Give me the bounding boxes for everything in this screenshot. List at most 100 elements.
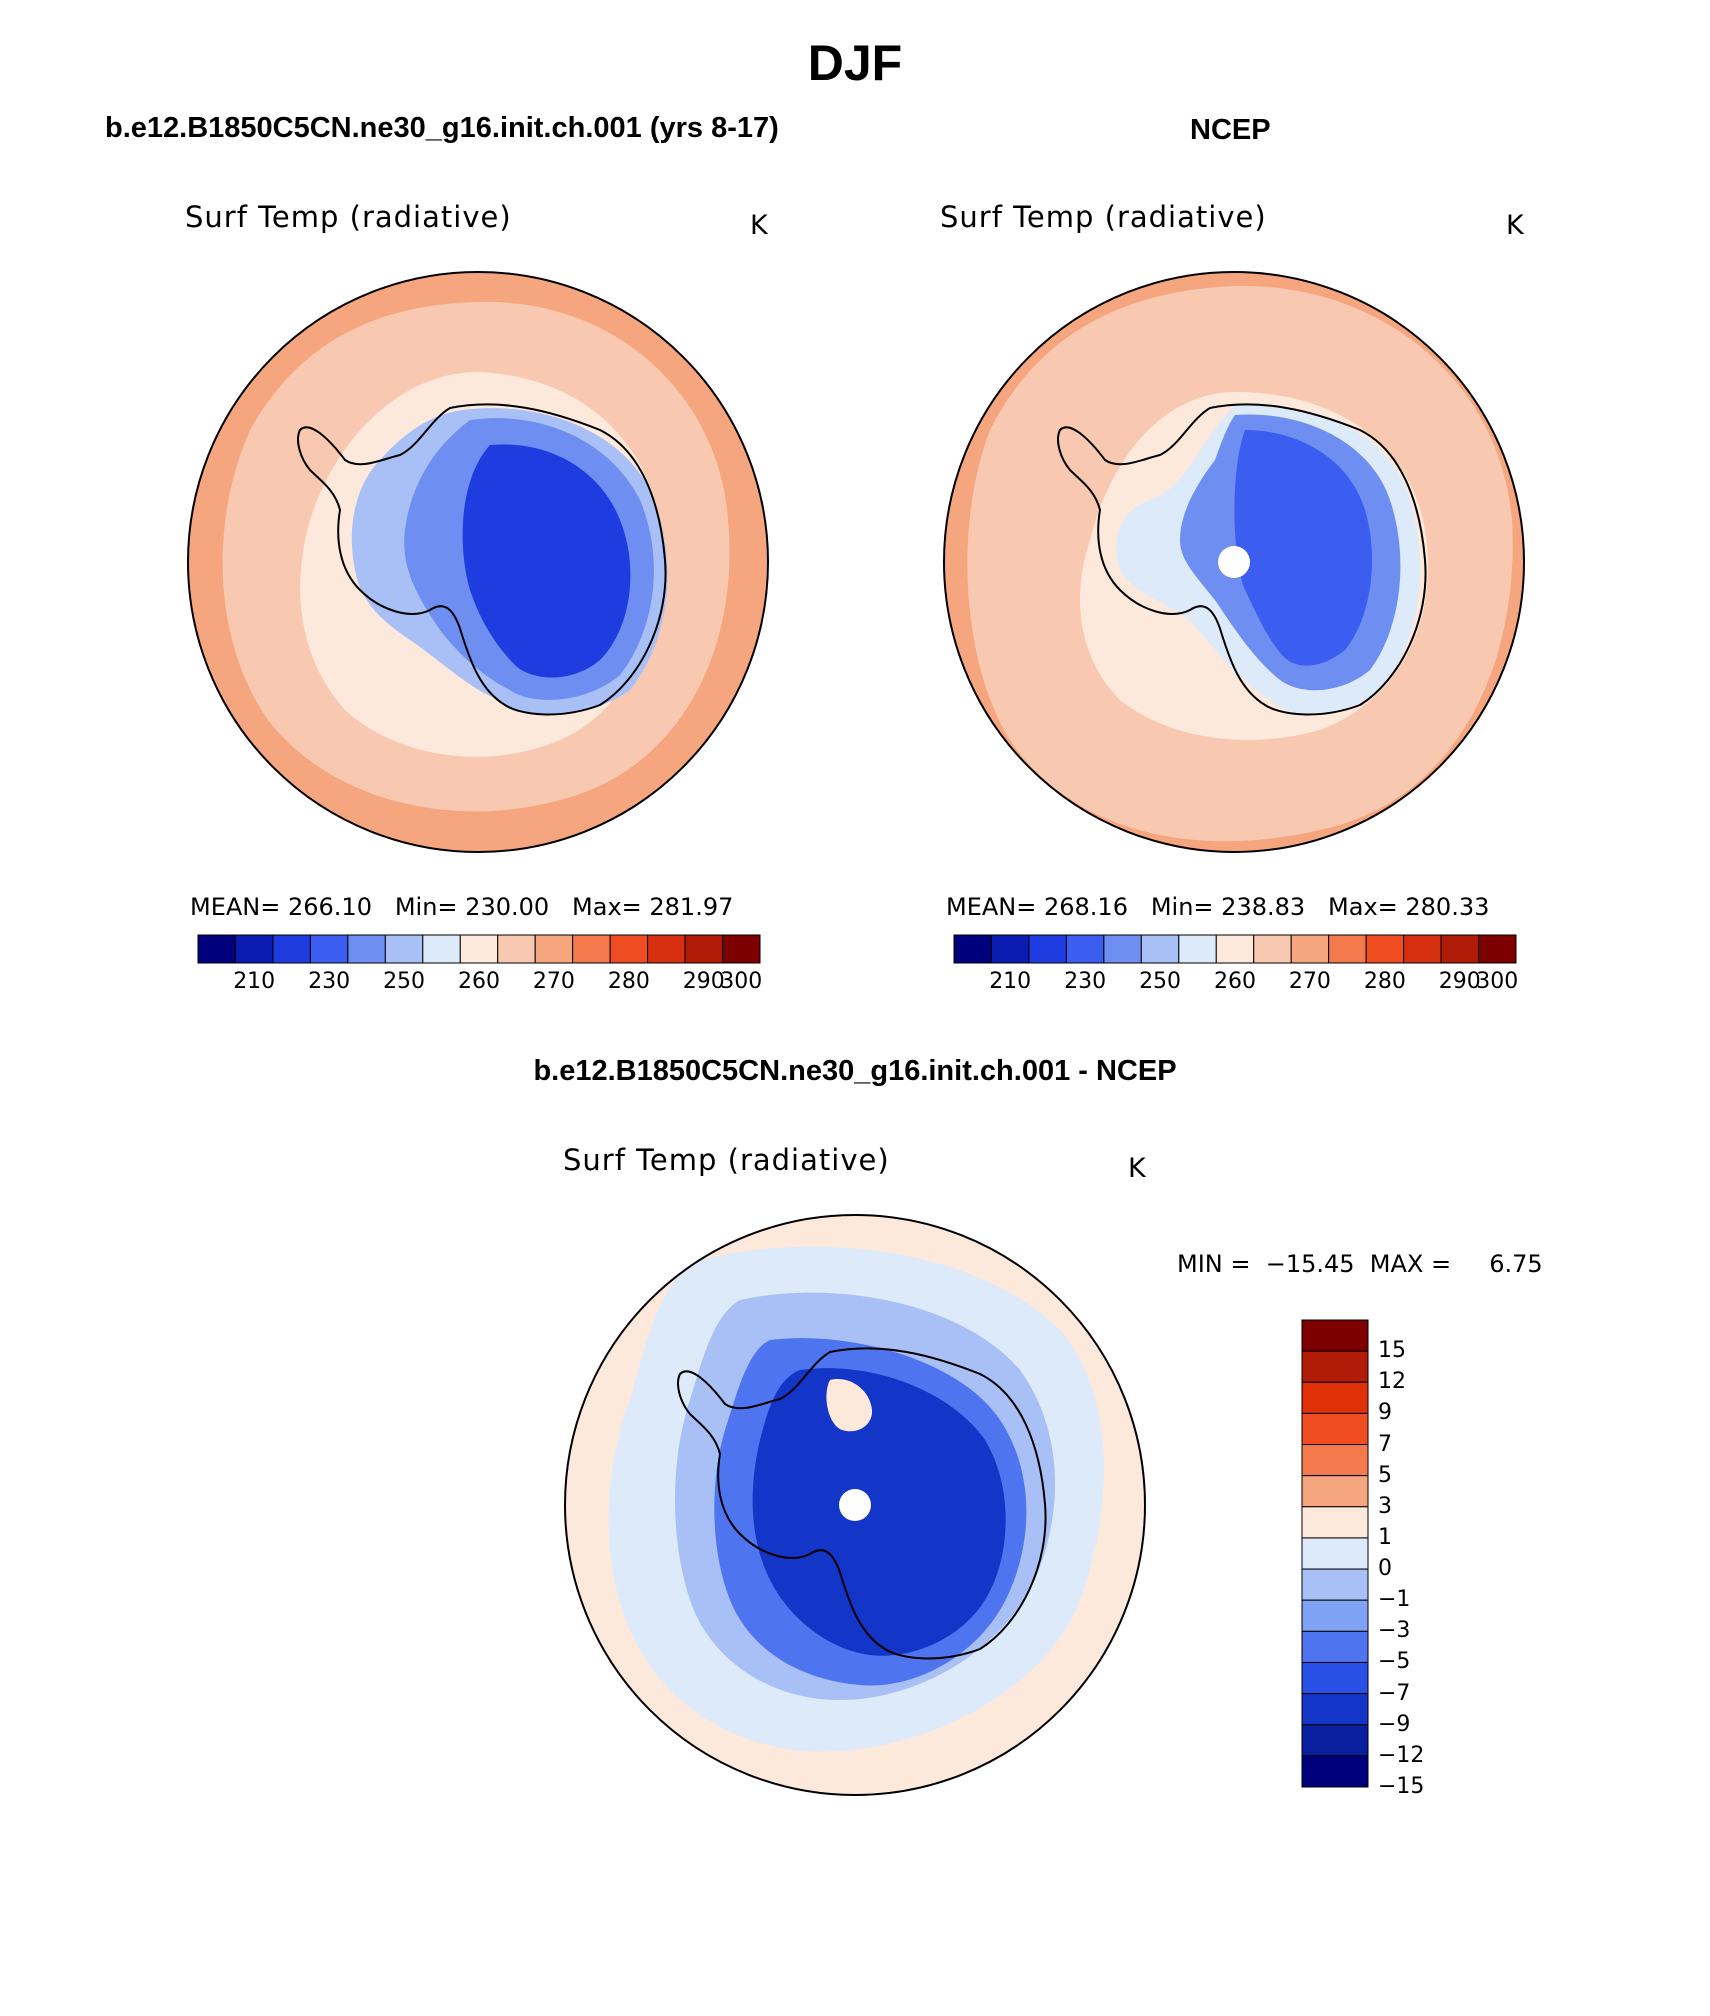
colorbar-swatch	[953, 934, 992, 964]
diff-map	[564, 1214, 1146, 1796]
diff-panel-title: b.e12.B1850C5CN.ne30_g16.init.ch.001 - N…	[533, 1055, 1177, 1087]
colorbar-tick-label: 0	[1378, 1556, 1392, 1582]
colorbar-swatch	[572, 934, 611, 964]
colorbar-swatch	[384, 934, 424, 964]
colorbar-swatch	[1301, 1630, 1369, 1663]
case-field-label: Surf Temp (radiative)	[185, 200, 512, 234]
colorbar-swatch	[1301, 1724, 1369, 1757]
case-units-label: K	[750, 210, 768, 241]
obs-map	[943, 271, 1525, 853]
obs-panel-title: NCEP	[1190, 114, 1271, 146]
colorbar-swatch	[647, 934, 686, 964]
colorbar-tick-label: −1	[1378, 1587, 1411, 1613]
colorbar-tick-label: 290	[1438, 969, 1481, 994]
obs-units-label: K	[1506, 210, 1524, 241]
colorbar-tick-label: 7	[1378, 1431, 1392, 1457]
colorbar-swatch	[1103, 934, 1142, 964]
diff-colorbar	[1301, 1319, 1369, 1788]
colorbar-tick-label: 270	[532, 969, 575, 994]
colorbar-swatch	[1215, 934, 1255, 964]
colorbar-tick-label: 1	[1378, 1524, 1392, 1550]
colorbar-swatch	[1328, 934, 1367, 964]
colorbar-tick-label: −3	[1378, 1618, 1411, 1644]
colorbar-swatch	[1065, 934, 1105, 964]
colorbar-swatch	[1440, 934, 1480, 964]
colorbar-swatch	[309, 934, 349, 964]
obs-field-label: Surf Temp (radiative)	[940, 200, 1267, 234]
colorbar-tick-label: 3	[1378, 1493, 1392, 1519]
colorbar-swatch	[609, 934, 649, 964]
obs-coastline	[1057, 403, 1427, 716]
diff-pole-hole	[839, 1489, 871, 1521]
obs-pole-hole	[1218, 546, 1250, 578]
colorbar-tick-label: 230	[308, 969, 351, 994]
diff-map-border	[564, 1214, 1146, 1796]
colorbar-tick-label: 210	[989, 969, 1032, 994]
case-stats: MEAN= 266.10 Min= 230.00 Max= 281.97	[190, 893, 734, 921]
colorbar-tick-label: 250	[383, 969, 426, 994]
colorbar-swatch	[1301, 1693, 1369, 1726]
colorbar-swatch	[534, 934, 574, 964]
colorbar-tick-label: −9	[1378, 1711, 1411, 1737]
colorbar-swatch	[422, 934, 461, 964]
colorbar-tick-label: 300	[720, 969, 763, 994]
colorbar-swatch	[722, 934, 761, 964]
colorbar-tick-label: 210	[233, 969, 276, 994]
colorbar-swatch	[459, 934, 499, 964]
colorbar-tick-label: −5	[1378, 1649, 1411, 1675]
colorbar-tick-label: 260	[1214, 969, 1256, 994]
diff-peninsula-warm	[826, 1379, 873, 1432]
colorbar-swatch	[197, 934, 236, 964]
colorbar-swatch	[1140, 934, 1180, 964]
colorbar-swatch	[1301, 1506, 1369, 1539]
obs-interior-core	[1234, 430, 1373, 666]
diff-field-label: Surf Temp (radiative)	[563, 1143, 890, 1177]
colorbar-tick-label: 280	[1363, 969, 1406, 994]
colorbar-tick-label: 270	[1288, 969, 1331, 994]
colorbar-swatch	[1301, 1755, 1369, 1788]
main-title: DJF	[807, 35, 903, 91]
colorbar-tick-label: 12	[1378, 1369, 1406, 1395]
diff-units-label: K	[1128, 1153, 1146, 1184]
colorbar-tick-label: 250	[1139, 969, 1182, 994]
colorbar-tick-label: 290	[682, 969, 725, 994]
colorbar-swatch	[1028, 934, 1067, 964]
obs-colorbar	[953, 934, 1517, 964]
colorbar-swatch	[1365, 934, 1405, 964]
diff-interior-strong	[752, 1368, 1006, 1656]
case-coastline	[297, 403, 667, 716]
colorbar-swatch	[1178, 934, 1217, 964]
colorbar-swatch	[1301, 1599, 1369, 1632]
colorbar-swatch	[1301, 1568, 1369, 1601]
colorbar-swatch	[1301, 1475, 1369, 1508]
colorbar-tick-label: 15	[1378, 1338, 1406, 1364]
colorbar-tick-label: −15	[1378, 1774, 1425, 1799]
colorbar-swatch	[1301, 1319, 1369, 1352]
colorbar-swatch	[684, 934, 724, 964]
colorbar-swatch	[1403, 934, 1442, 964]
colorbar-tick-label: 9	[1378, 1400, 1392, 1426]
colorbar-swatch	[234, 934, 274, 964]
case-map	[187, 271, 769, 853]
colorbar-tick-label: 230	[1064, 969, 1107, 994]
diff-coastline	[677, 1347, 1047, 1660]
diff-stats: MIN = −15.45 MAX = 6.75	[1177, 1250, 1543, 1278]
colorbar-tick-label: 300	[1476, 969, 1519, 994]
obs-map-border	[943, 271, 1525, 853]
colorbar-swatch	[1301, 1661, 1369, 1695]
colorbar-swatch	[1301, 1537, 1369, 1570]
colorbar-swatch	[990, 934, 1030, 964]
colorbar-swatch	[1301, 1350, 1369, 1383]
colorbar-tick-label: −7	[1378, 1680, 1411, 1706]
colorbar-swatch	[1290, 934, 1330, 964]
colorbar-tick-label: 260	[458, 969, 500, 994]
colorbar-tick-label: 5	[1378, 1462, 1392, 1488]
colorbar-swatch	[497, 934, 536, 964]
case-map-border	[187, 271, 769, 853]
colorbar-swatch	[1301, 1444, 1369, 1477]
colorbar-swatch	[347, 934, 386, 964]
obs-stats: MEAN= 268.16 Min= 238.83 Max= 280.33	[946, 893, 1490, 921]
case-interior-core	[462, 444, 631, 678]
case-panel-title: b.e12.B1850C5CN.ne30_g16.init.ch.001 (yr…	[105, 112, 779, 144]
